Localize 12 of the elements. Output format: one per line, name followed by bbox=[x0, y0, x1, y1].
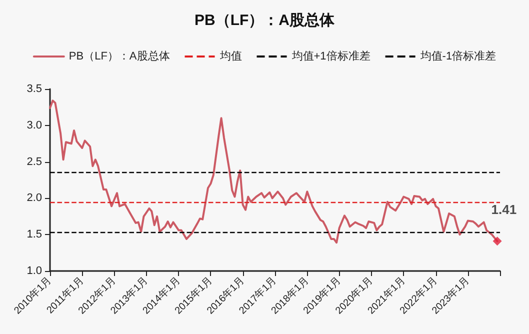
y-tick-label: 1.5 bbox=[26, 228, 42, 241]
y-tick-label: 3.0 bbox=[26, 119, 42, 132]
y-tick-label: 2.5 bbox=[26, 156, 42, 168]
legend-label: 均值-1倍标准差 bbox=[419, 50, 496, 62]
y-tick-label: 3.5 bbox=[26, 83, 42, 95]
y-tick-label: 2.0 bbox=[26, 192, 42, 204]
annotation: 1.41 bbox=[491, 202, 517, 218]
legend-label: PB（LF）：A股总体 bbox=[68, 50, 170, 62]
legend-label: 均值 bbox=[218, 50, 242, 62]
chart-title: PB（LF）：A股总体 bbox=[194, 12, 336, 29]
y-tick-label: 1.0 bbox=[26, 265, 42, 277]
legend-label: 均值+1倍标准差 bbox=[290, 50, 370, 62]
